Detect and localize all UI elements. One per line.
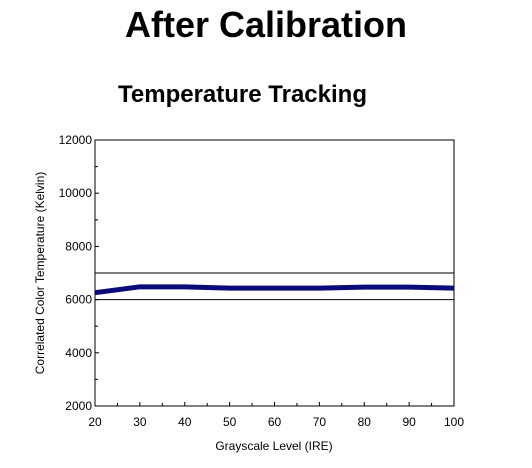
x-axis-title: Grayscale Level (IRE) xyxy=(215,439,332,453)
x-tick-label: 100 xyxy=(444,415,464,429)
y-tick-label: 2000 xyxy=(65,399,92,413)
series-line-0 xyxy=(94,284,455,296)
y-tick-label: 8000 xyxy=(65,239,92,253)
x-tick-label: 60 xyxy=(268,415,282,429)
x-tick-label: 50 xyxy=(223,415,237,429)
x-tick-label: 30 xyxy=(133,415,147,429)
y-tick-label: 10000 xyxy=(59,186,93,200)
x-tick-label: 20 xyxy=(88,415,102,429)
y-tick-label: 12000 xyxy=(59,133,93,147)
x-tick-label: 80 xyxy=(358,415,372,429)
chart-title: Temperature Tracking xyxy=(118,81,367,108)
x-tick-label: 70 xyxy=(313,415,327,429)
x-tick-label: 40 xyxy=(178,415,192,429)
y-axis-title: Correlated Color Temperature (Kelvin) xyxy=(33,172,47,375)
y-tick-label: 6000 xyxy=(65,293,92,307)
page-title: After Calibration xyxy=(124,4,408,45)
x-tick-label: 90 xyxy=(402,415,416,429)
y-tick-label: 4000 xyxy=(65,346,92,360)
